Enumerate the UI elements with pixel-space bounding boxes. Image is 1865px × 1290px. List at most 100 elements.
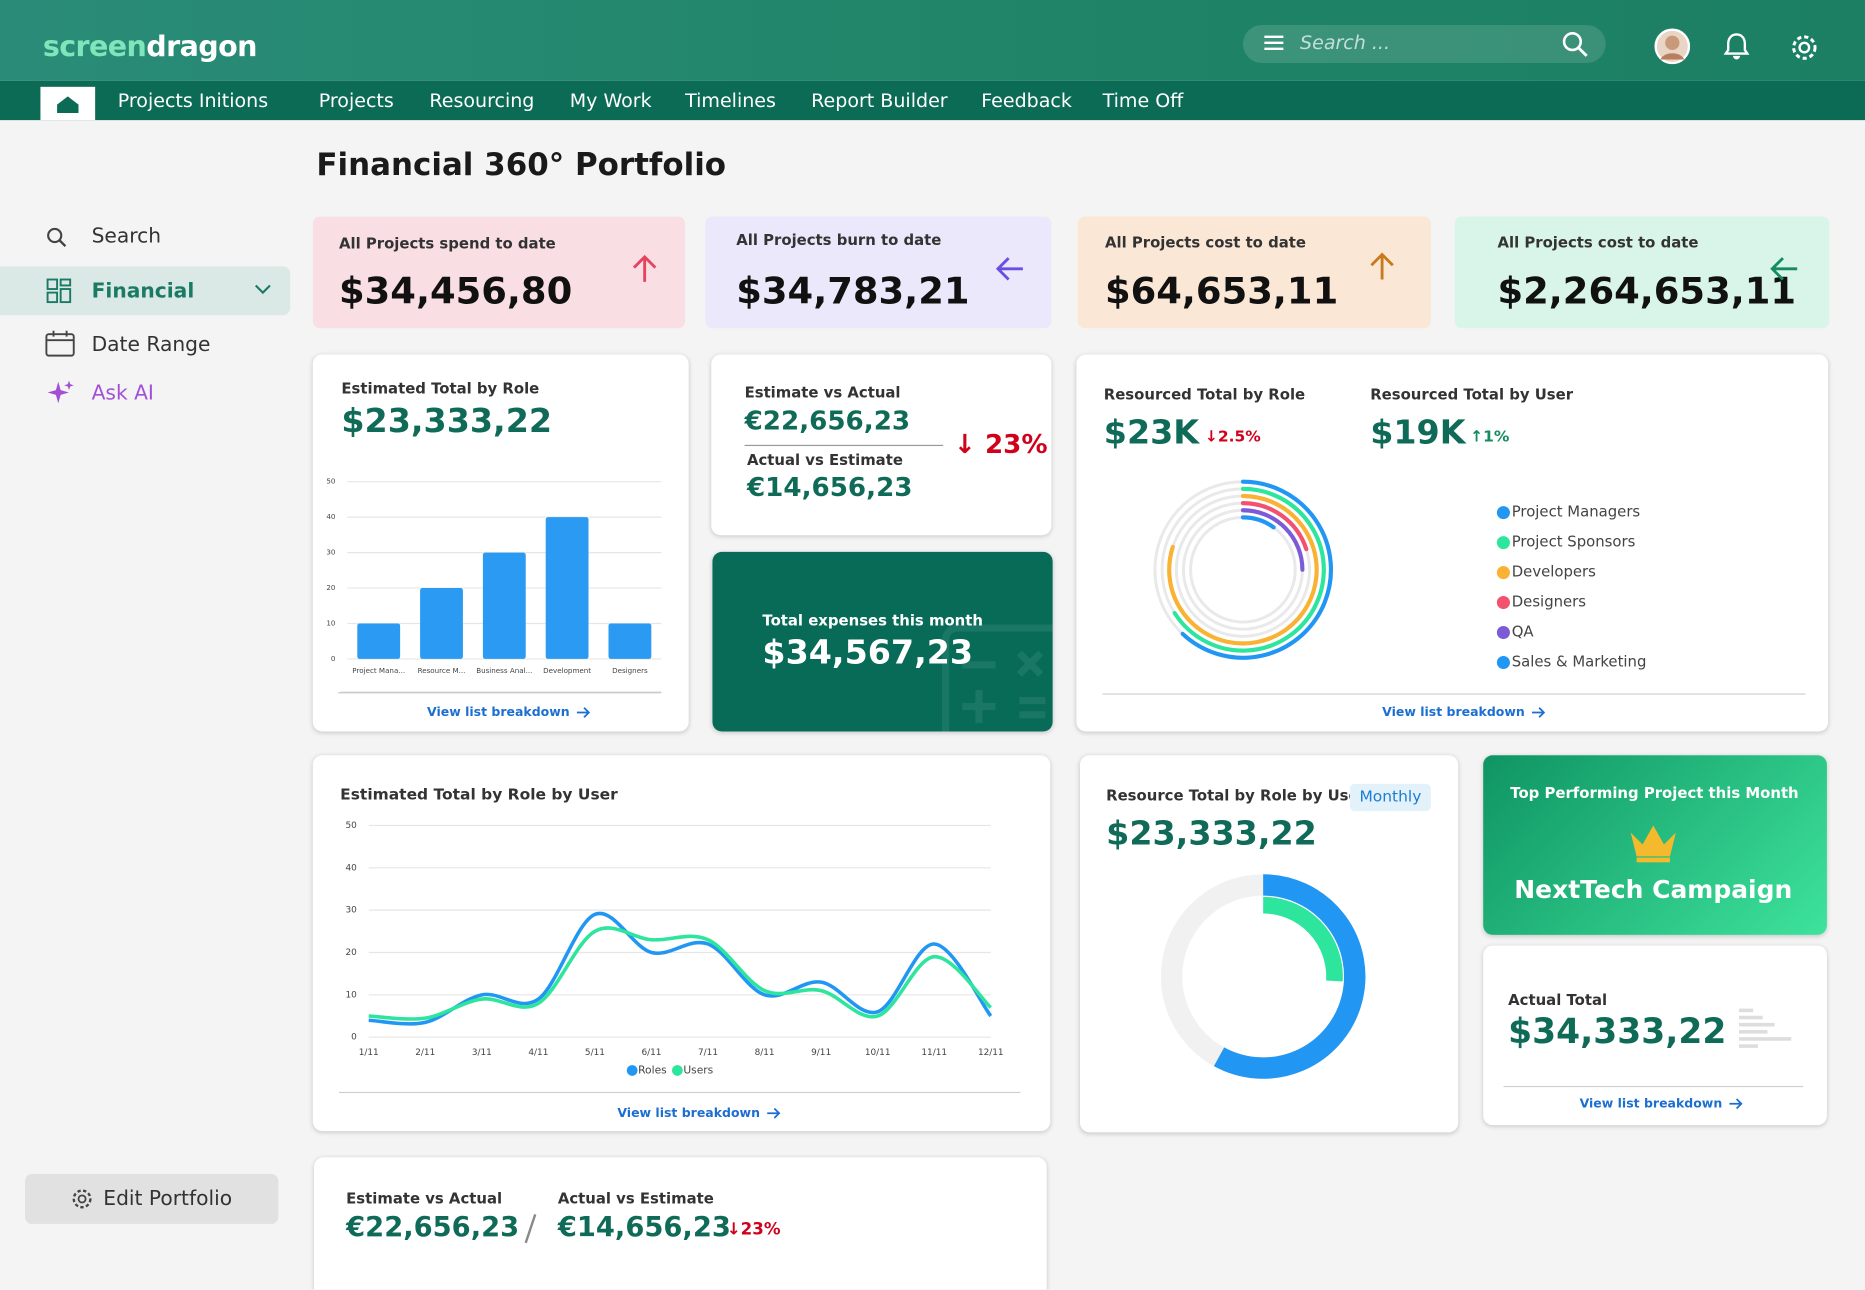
card-label: Resourced Total by Role <box>1103 385 1306 404</box>
home-icon <box>57 96 79 113</box>
arrow-icon <box>576 707 590 719</box>
link[interactable]: View list breakdown <box>427 706 591 719</box>
mini-bars-icon <box>1738 1008 1792 1048</box>
search-icon[interactable] <box>1561 30 1590 59</box>
kpi-card <box>312 216 686 329</box>
link-text: View list breakdown <box>617 1106 760 1121</box>
arrow-up-icon <box>632 254 657 282</box>
kpi-card <box>705 216 1052 329</box>
card <box>312 755 1051 1132</box>
sidebar-item[interactable]: Ask AI <box>91 381 154 406</box>
card-label: Estimate vs Actual <box>744 382 901 401</box>
card-label: Top Performing Project this Month <box>1510 783 1799 802</box>
sidebar-active <box>0 266 291 316</box>
avatar[interactable] <box>1654 28 1691 65</box>
sidebar-item[interactable]: Date Range <box>91 333 211 357</box>
search-icon <box>47 227 67 248</box>
slash <box>524 1214 537 1244</box>
badge[interactable]: Monthly <box>1349 783 1431 812</box>
nav-item[interactable]: My Work <box>569 89 652 112</box>
card-title: Estimated Total by Role by User <box>340 786 618 805</box>
divider <box>1102 693 1806 695</box>
card-value: $34,333,22 <box>1508 1010 1727 1052</box>
change: ↓23% <box>726 1220 781 1240</box>
card-title: Estimated Total by Role <box>341 379 540 398</box>
page-title: Financial 360° Portfolio <box>316 147 727 184</box>
kpi-label: All Projects burn to date <box>736 230 942 249</box>
change: ↓2.5% <box>1204 428 1261 447</box>
nav-item[interactable]: Resourcing <box>429 89 535 112</box>
sidebar-item[interactable]: Search <box>91 224 162 249</box>
home-tab[interactable] <box>40 86 96 121</box>
top-bar <box>0 0 1865 81</box>
card <box>1079 755 1459 1133</box>
divider <box>1503 1085 1804 1088</box>
logo[interactable]: screendragon <box>42 29 258 64</box>
edit-button[interactable]: Edit Portfolio <box>24 1173 279 1224</box>
card-label: Total expenses this month <box>762 611 983 630</box>
logo-part: screen <box>42 29 147 64</box>
card-label: Actual vs Estimate <box>746 450 903 469</box>
chevron[interactable] <box>254 283 272 295</box>
divider <box>338 1091 1021 1094</box>
card-value: $23K <box>1103 412 1200 452</box>
link-text: View list breakdown <box>1382 705 1525 720</box>
search-box[interactable] <box>1242 24 1606 64</box>
nav-item[interactable]: Time Off <box>1102 89 1184 112</box>
link-text: View list breakdown <box>1579 1096 1723 1111</box>
card <box>314 1157 1047 1290</box>
ai-icon <box>47 380 74 404</box>
card-value: €22,656,23 <box>346 1212 520 1243</box>
crown-icon <box>1630 825 1676 863</box>
button-label: Edit Portfolio <box>103 1186 233 1211</box>
kpi-card <box>1077 216 1431 329</box>
kpi-value: $2,264,653,11 <box>1497 269 1797 313</box>
bell-icon[interactable] <box>1723 32 1750 61</box>
card-value: €14,656,23 <box>746 473 913 504</box>
link[interactable]: View list breakdown <box>1382 705 1546 720</box>
project-name: NextTech Campaign <box>1514 875 1793 904</box>
card-title: Resource Total by Role by User <box>1106 786 1366 805</box>
logo-part: dragon <box>146 29 257 64</box>
nav-item[interactable]: Feedback <box>981 89 1072 112</box>
arrow-up-icon <box>1370 252 1394 280</box>
change: ↑1% <box>1470 428 1510 447</box>
nav-item[interactable]: Timelines <box>685 89 776 112</box>
kpi-card <box>1454 216 1830 329</box>
card-label: Actual Total <box>1508 990 1608 1009</box>
gear-icon <box>72 1189 92 1209</box>
card-value: $19K <box>1370 412 1466 452</box>
calculator-watermark <box>942 624 1053 732</box>
link[interactable]: View list breakdown <box>1580 1098 1744 1110</box>
link[interactable]: View list breakdown <box>617 1107 781 1119</box>
card <box>1076 354 1829 732</box>
nav-item[interactable]: Projects <box>318 89 394 112</box>
kpi-value: $34,456,80 <box>338 269 573 313</box>
calendar-icon <box>45 330 75 357</box>
badge-text: Monthly <box>1359 788 1422 807</box>
card-label: Estimate vs Actual <box>346 1189 503 1208</box>
card-value: $23,333,22 <box>1106 813 1317 853</box>
settings-icon[interactable] <box>1790 33 1819 62</box>
arrow-icon <box>1729 1098 1743 1110</box>
kpi-label: All Projects cost to date <box>1104 233 1306 251</box>
card-value: $23,333,22 <box>341 400 553 441</box>
nav-bar <box>0 80 1865 121</box>
sidebar-item[interactable]: Financial <box>91 279 195 304</box>
card <box>1483 945 1827 1126</box>
arrow-left-icon <box>1770 257 1798 281</box>
nav-item[interactable]: Projects Initions <box>117 89 269 112</box>
dashboard-icon <box>46 278 72 304</box>
card-value: $34,567,23 <box>762 632 974 673</box>
card-label: Actual vs Estimate <box>557 1189 714 1208</box>
kpi-label: All Projects cost to date <box>1497 233 1699 251</box>
card-value: €14,656,23 <box>557 1212 731 1243</box>
arrow-left-icon <box>995 257 1023 281</box>
menu-icon[interactable] <box>1262 33 1286 52</box>
kpi-label: All Projects spend to date <box>338 234 556 253</box>
divider <box>744 444 944 447</box>
nav-item[interactable]: Report Builder <box>811 89 948 112</box>
change: ↓ 23% <box>953 430 1048 461</box>
search-placeholder: Search ... <box>1300 30 1391 54</box>
